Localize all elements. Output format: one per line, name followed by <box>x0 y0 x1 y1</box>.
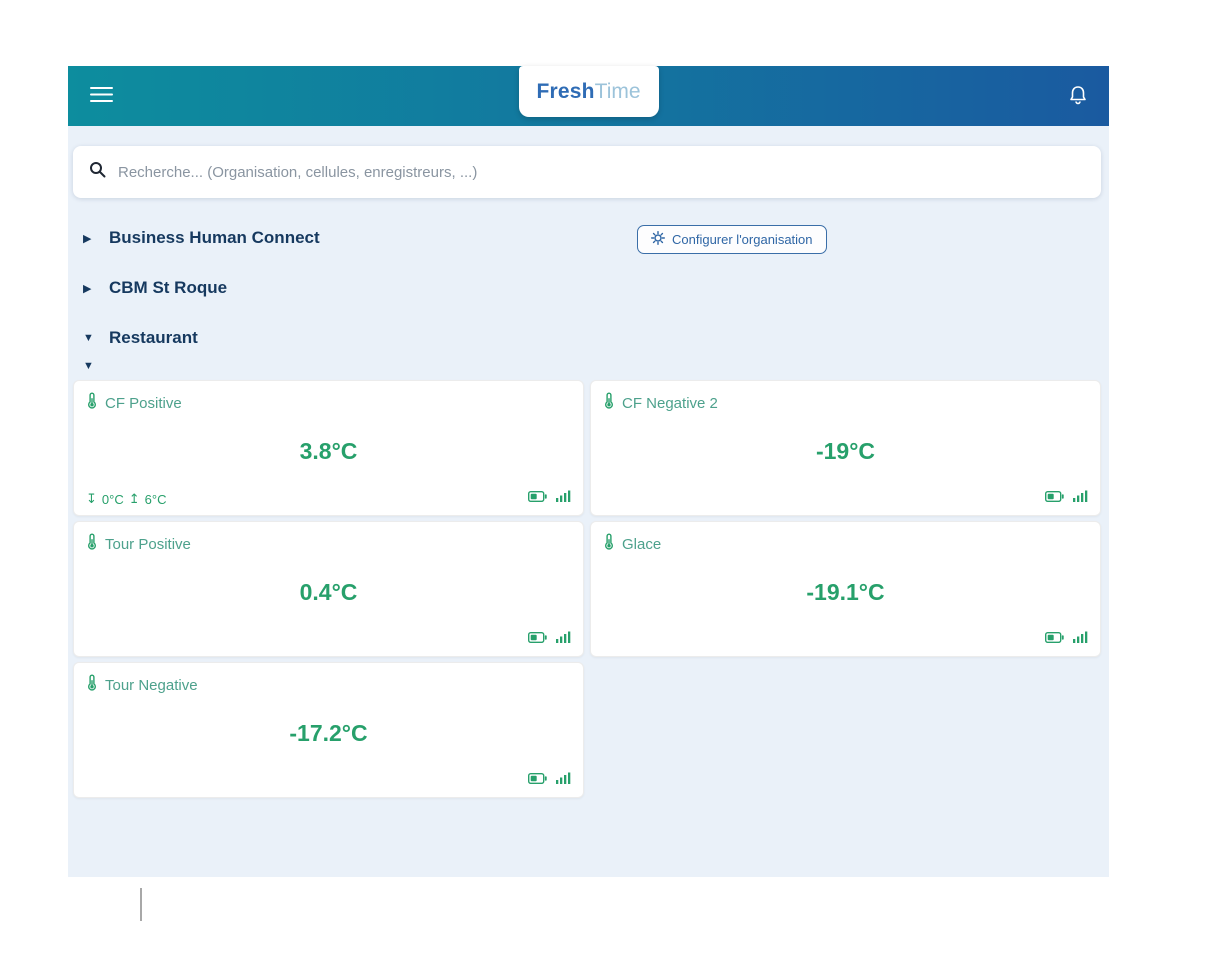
signal-strength-icon <box>556 771 571 789</box>
status-icons <box>527 489 571 507</box>
sensor-card-cf-negative-2[interactable]: CF Negative 2 -19°C <box>590 380 1101 516</box>
card-footer <box>591 630 1100 656</box>
search-bar <box>73 146 1101 198</box>
min-threshold-icon: ↧ <box>86 491 97 506</box>
thermometer-icon <box>87 674 97 696</box>
sensor-name: Tour Negative <box>105 676 198 694</box>
sensor-name: CF Negative 2 <box>622 394 718 412</box>
signal-strength-icon <box>556 489 571 507</box>
card-header: Tour Negative <box>74 663 583 696</box>
chevron-right-icon: ▶ <box>83 282 92 295</box>
battery-icon <box>527 771 547 789</box>
card-header: CF Negative 2 <box>591 381 1100 414</box>
status-icons <box>1044 489 1088 507</box>
logo: Fresh Time <box>518 66 659 117</box>
logo-text-primary: Fresh <box>536 79 595 103</box>
battery-icon <box>1044 630 1064 648</box>
card-header: Glace <box>591 522 1100 555</box>
card-footer: ↧ 0°C ↥ 6°C <box>74 489 583 515</box>
temperature-value: -19.1°C <box>806 579 885 605</box>
thermometer-icon <box>87 533 97 555</box>
battery-icon <box>527 489 547 507</box>
min-threshold-value: 0°C <box>101 491 124 507</box>
configure-organization-button[interactable]: Configurer l'organisation <box>637 225 827 254</box>
organization-name: Restaurant <box>109 328 198 347</box>
organization-name: CBM St Roque <box>109 278 228 297</box>
temperature-value: -17.2°C <box>289 720 368 746</box>
chevron-down-icon: ▼ <box>83 332 94 344</box>
status-icons <box>527 630 571 648</box>
organization-list: ▶ Business Human Connect Configurer l'or… <box>73 225 1101 372</box>
temperature-value: 3.8°C <box>299 438 358 464</box>
thermometer-icon <box>604 392 614 414</box>
caret-artifact <box>140 888 142 921</box>
sensor-card-glace[interactable]: Glace -19.1°C <box>590 521 1101 657</box>
search-input[interactable] <box>118 163 1085 181</box>
sensor-name: Glace <box>622 535 662 553</box>
card-header: CF Positive <box>74 381 583 414</box>
organization-name: Business Human Connect <box>109 228 320 247</box>
card-header: Tour Positive <box>74 522 583 555</box>
sensor-name: Tour Positive <box>105 535 191 553</box>
card-footer <box>74 630 583 656</box>
main-content: ▶ Business Human Connect Configurer l'or… <box>68 126 1109 798</box>
top-bar: Fresh Time <box>68 66 1109 126</box>
search-icon <box>89 161 106 183</box>
battery-icon <box>1044 489 1064 507</box>
temperature-value: -19°C <box>815 438 876 464</box>
chevron-right-icon: ▶ <box>83 232 92 245</box>
sensor-card-tour-negative[interactable]: Tour Negative -17.2°C <box>73 662 584 798</box>
thermometer-icon <box>87 392 97 414</box>
card-footer <box>74 771 583 797</box>
collapse-chevron-icon[interactable]: ▼ <box>83 360 94 372</box>
org-row-business-human-connect[interactable]: ▶ Business Human Connect Configurer l'or… <box>73 225 1101 254</box>
status-icons <box>1044 630 1088 648</box>
menu-button[interactable] <box>90 86 113 106</box>
org-row-restaurant[interactable]: ▼ Restaurant <box>73 328 1101 348</box>
bell-icon <box>1069 85 1087 108</box>
logo-text-secondary: Time <box>594 79 641 103</box>
card-footer <box>591 489 1100 515</box>
sensor-card-grid: CF Positive 3.8°C ↧ 0°C ↥ 6°C <box>73 380 1101 798</box>
temperature-value: 0.4°C <box>299 579 358 605</box>
org-row-cbm-st-roque[interactable]: ▶ CBM St Roque <box>73 278 1101 298</box>
status-icons <box>527 771 571 789</box>
thermometer-icon <box>604 533 614 555</box>
signal-strength-icon <box>1073 489 1088 507</box>
notifications-button[interactable] <box>1069 85 1087 108</box>
threshold-range: ↧ 0°C ↥ 6°C <box>86 491 166 507</box>
gear-icon <box>651 231 665 248</box>
battery-icon <box>527 630 547 648</box>
sensor-name: CF Positive <box>105 394 182 412</box>
signal-strength-icon <box>1073 630 1088 648</box>
sensor-card-tour-positive[interactable]: Tour Positive 0.4°C <box>73 521 584 657</box>
configure-organization-label: Configurer l'organisation <box>672 232 813 247</box>
max-threshold-value: 6°C <box>144 491 167 507</box>
sensor-card-cf-positive[interactable]: CF Positive 3.8°C ↧ 0°C ↥ 6°C <box>73 380 584 516</box>
signal-strength-icon <box>556 630 571 648</box>
max-threshold-icon: ↥ <box>128 491 140 506</box>
hamburger-icon <box>90 86 113 106</box>
